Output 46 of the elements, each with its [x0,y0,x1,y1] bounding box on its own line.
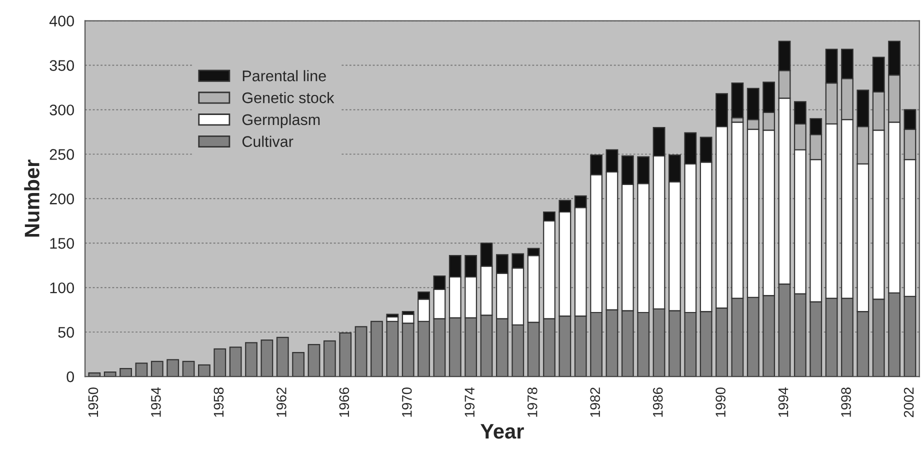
x-tick-label: 1998 [841,388,851,417]
x-tick-label: 1986 [652,388,663,417]
x-tick-label: 1970 [402,387,412,417]
x-tick-label: 1974 [464,387,475,417]
x-tick-label: 1954 [151,387,161,417]
y-tick-label: 100 [50,282,74,294]
x-axis-title: Year [480,424,524,439]
bar [150,360,164,377]
y-tick-label: 400 [49,16,74,26]
x-tick-label: 1994 [778,387,788,417]
x-tick-label: 1950 [88,387,98,417]
bar [88,372,101,377]
legend-label: Cultivar [242,136,294,147]
y-tick-label: 0 [66,371,74,382]
y-tick-label: 300 [50,104,74,116]
x-tick-label: 2002 [904,388,914,418]
y-tick-label: 350 [50,60,74,71]
y-axis-title: Number [24,160,40,237]
bar [731,82,744,118]
x-tick-label: 1966 [339,388,350,417]
bar [198,364,210,377]
bar [120,368,132,377]
x-tick-label: 1978 [527,388,538,417]
bar [135,362,148,377]
bar [276,336,289,377]
bar [260,340,274,377]
bar [308,344,320,377]
legend-label: Parental line [242,70,326,82]
x-tick-label: 1990 [716,387,726,417]
bar [323,340,336,377]
y-tick-label: 50 [58,326,74,338]
legend-label: Genetic stock [242,92,334,104]
bar [229,346,242,377]
bar [214,348,226,377]
bar [104,372,116,377]
y-tick-label: 200 [50,194,74,204]
bar [166,359,180,377]
legend-label: Germplasm [242,114,320,128]
x-tick-label: 1982 [590,388,600,417]
y-tick-label: 150 [50,238,74,249]
x-tick-label: 1962 [276,388,286,417]
y-tick-label: 250 [50,149,74,160]
bar [292,352,305,377]
x-tick-label: 1958 [214,388,224,417]
bar [182,360,195,377]
bar [245,342,258,377]
